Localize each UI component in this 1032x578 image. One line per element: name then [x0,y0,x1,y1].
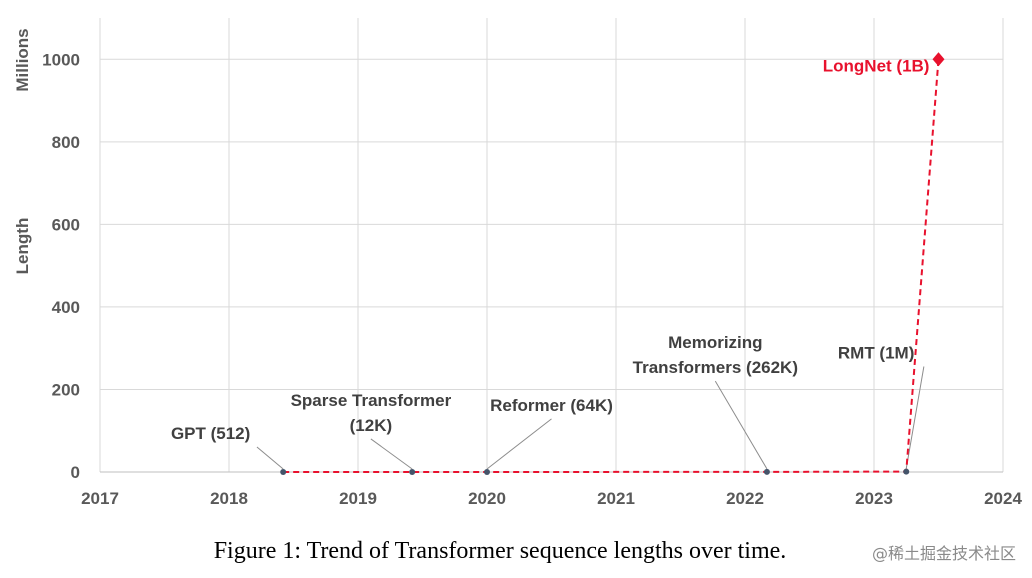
watermark: @稀土掘金技术社区 [871,544,1016,563]
data-label: Reformer (64K) [490,396,613,415]
data-point-marker [409,468,416,475]
y-tick-label: 200 [52,380,80,399]
data-label: LongNet (1B) [823,57,930,76]
leader-line [256,446,284,470]
data-label-line: Reformer (64K) [490,396,613,415]
data-label-line: Transformers (262K) [633,358,798,377]
y-tick-label: 600 [52,215,80,234]
data-label: RMT (1M) [838,344,914,363]
data-label-line: (12K) [350,416,393,435]
data-label: Memorizing Transformers (262K) [633,333,798,377]
data-annotations: GPT (512) Sparse Transformer (12K) Reformer… [171,57,930,443]
data-label-line: Sparse Transformer [291,391,452,410]
data-label-line: LongNet (1B) [823,57,930,76]
leader-line [370,438,413,470]
data-point-marker [903,468,910,475]
data-point-marker [484,468,490,475]
y-tick-labels: 0 200 400 600 800 1000 [42,50,80,482]
data-point-marker [932,52,945,67]
data-label-line: Memorizing [668,333,762,352]
data-markers [280,52,945,475]
y-tick-label: 400 [52,298,80,317]
data-label-line: RMT (1M) [838,344,914,363]
annotation-leader-lines [256,366,925,470]
x-tick-label: 2023 [855,489,893,508]
x-tick-labels: 2017 2018 2019 2020 2021 2022 2023 2024 [81,489,1022,508]
x-tick-label: 2018 [210,489,248,508]
series-line [283,59,940,473]
y-tick-label: 800 [52,133,80,152]
data-label-line: GPT (512) [171,424,250,443]
x-tick-label: 2017 [81,489,119,508]
data-label: GPT (512) [171,424,250,443]
grid-lines [99,18,1004,473]
x-tick-label: 2020 [468,489,506,508]
y-axis-label: Length [13,218,32,275]
y-tick-label: 0 [71,463,80,482]
data-point-marker [763,468,770,475]
figure-caption: Figure 1: Trend of Transformer sequence … [213,538,787,564]
y-tick-label: 1000 [42,50,80,69]
leader-line [714,380,768,470]
x-tick-label: 2019 [339,489,377,508]
leader-line [486,418,552,470]
y-axis-unit-label: Millions [13,28,32,91]
x-tick-label: 2022 [726,489,764,508]
data-label: Sparse Transformer (12K) [291,391,452,435]
data-point-marker [280,468,287,475]
x-tick-label: 2021 [597,489,635,508]
leader-line [905,366,925,469]
x-tick-label: 2024 [984,489,1022,508]
